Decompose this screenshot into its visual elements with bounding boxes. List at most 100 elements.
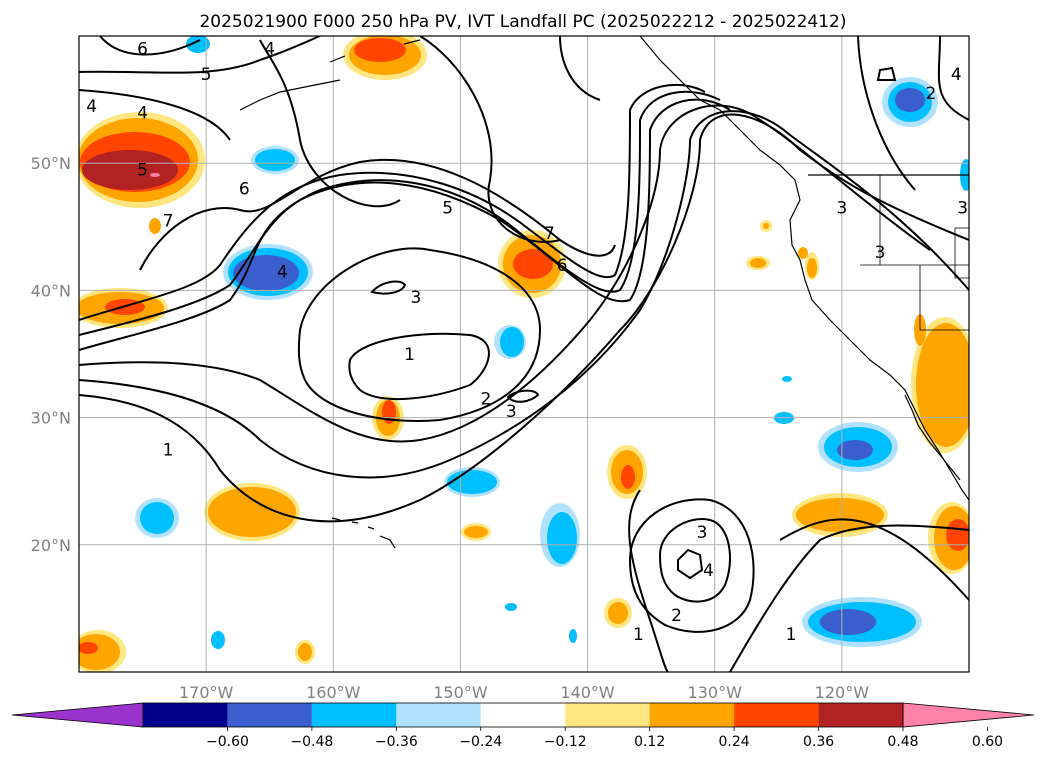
pv-contour-5	[79, 90, 721, 336]
contour-label: 3	[836, 199, 847, 219]
contour-label: 4	[86, 97, 97, 117]
colorbar-segment	[143, 703, 228, 727]
map-frame	[78, 35, 970, 673]
pv-high-ring-inner	[677, 548, 704, 580]
colorbar-tick-label: 0.12	[634, 734, 665, 750]
colorbar: −0.60 −0.48 −0.36 −0.24 −0.12 0.12 0.24 0.36 0.4…	[11, 702, 1035, 750]
positive-anomaly-baja	[792, 493, 969, 574]
x-tick-label: 130°W	[688, 683, 743, 702]
pv-contour-3	[79, 104, 931, 443]
contour-label: 4	[703, 561, 714, 581]
pv-contour-7	[139, 158, 616, 271]
pv-east-line	[779, 518, 969, 601]
colorbar-segment	[396, 703, 481, 727]
contour-label: 4	[137, 103, 148, 123]
contour-label: 6	[239, 180, 250, 200]
contour-label: 4	[277, 262, 288, 282]
pv-contour-2	[79, 110, 969, 479]
north-america-coast	[639, 36, 969, 501]
state-borders	[860, 175, 969, 331]
contour-label: 6	[137, 40, 148, 60]
contour-label: 4	[951, 65, 962, 85]
contour-label: 7	[544, 224, 555, 244]
colorbar-tick-label: 0.24	[719, 734, 750, 750]
y-tick-label: 40°N	[31, 281, 71, 300]
pv-contours	[79, 36, 969, 672]
colorbar-segment	[734, 703, 819, 727]
contour-label: 1	[633, 625, 644, 645]
colorbar-tick-label: −0.24	[459, 734, 502, 750]
x-tick-label: 160°W	[306, 683, 361, 702]
contour-label: 4	[264, 40, 275, 60]
pv-far-east	[857, 36, 969, 191]
pv-high-ring-outer	[628, 498, 755, 633]
positive-anomaly-tropical	[79, 445, 647, 672]
lat-lon-grid	[79, 36, 969, 672]
pv-contour-small-3b	[506, 389, 540, 403]
pv-north-center	[419, 36, 601, 243]
colorbar-tick-label: 0.60	[972, 734, 1003, 750]
x-tick-label: 170°W	[179, 683, 234, 702]
contour-label: 5	[137, 161, 148, 181]
negative-anomaly-subtropic	[494, 325, 526, 359]
negative-anomaly-east	[774, 77, 969, 647]
pv-contour-low-ring-2	[297, 247, 542, 422]
contour-label: 2	[925, 84, 936, 104]
colorbar-segment	[649, 703, 735, 727]
contour-label: 3	[697, 523, 708, 543]
contour-label: 3	[875, 243, 886, 263]
contour-label: 1	[163, 440, 174, 460]
contour-label: 2	[480, 390, 491, 410]
contour-label: 6	[557, 256, 568, 276]
pv-contour-low-center	[348, 332, 490, 400]
pv-contour-small-3	[370, 280, 407, 295]
negative-anomaly-gulf	[251, 146, 299, 174]
pc-correlation-shading	[79, 36, 969, 672]
pv-south-line-east	[729, 524, 969, 672]
x-tick-label: 120°W	[815, 683, 870, 702]
x-tick-label: 140°W	[560, 683, 615, 702]
baja-peninsula	[904, 394, 961, 481]
pv-contour-6	[79, 83, 706, 321]
chart-title: 2025021900 F000 250 hPa PV, IVT Landfall…	[199, 12, 846, 32]
positive-anomaly-nw-pacific	[79, 112, 205, 208]
positive-anomaly-alaska	[343, 36, 427, 80]
colorbar-segment	[818, 703, 903, 727]
contour-label: 3	[957, 199, 968, 219]
contour-label: 1	[786, 625, 797, 645]
colorbar-segment	[480, 703, 566, 727]
y-axis-tick-labels: 20°N 30°N 40°N 50°N	[31, 154, 71, 555]
contour-label: 5	[201, 65, 212, 85]
contour-label: 3	[411, 288, 422, 308]
contour-label: 5	[442, 199, 453, 219]
colorbar-tick-label: −0.60	[206, 734, 249, 750]
colorbar-extend-high	[902, 702, 1035, 728]
contour-label: 2	[671, 606, 682, 626]
colorbar-segment	[227, 703, 312, 727]
colorbar-tick-label: −0.48	[290, 734, 333, 750]
contour-label: 7	[163, 211, 174, 231]
colorbar-segment	[311, 703, 397, 727]
y-tick-label: 20°N	[31, 536, 71, 555]
hawaii-islands	[331, 517, 396, 549]
negative-anomaly-tropical	[135, 467, 580, 649]
pv-south-line	[628, 489, 669, 672]
negative-anomaly-alaska	[186, 36, 210, 53]
x-axis-tick-labels: 170°W 160°W 150°W 140°W 130°W 120°W	[179, 683, 869, 702]
colorbar-tick-label: −0.36	[375, 734, 418, 750]
pv-high-ring-mid	[658, 518, 731, 603]
contour-label: 3	[506, 402, 517, 422]
positive-anomaly-california	[149, 218, 969, 453]
x-tick-label: 150°W	[433, 683, 488, 702]
colorbar-tick-label: 0.36	[803, 734, 834, 750]
colorbar-tick-label: 0.48	[887, 734, 918, 750]
pv-contour-4	[79, 98, 731, 351]
y-tick-label: 50°N	[31, 154, 71, 173]
contour-label: 1	[404, 345, 415, 365]
alaska-islands	[239, 39, 421, 111]
y-tick-label: 30°N	[31, 409, 71, 428]
colorbar-outline	[142, 702, 904, 728]
pv-north-west	[79, 36, 401, 208]
